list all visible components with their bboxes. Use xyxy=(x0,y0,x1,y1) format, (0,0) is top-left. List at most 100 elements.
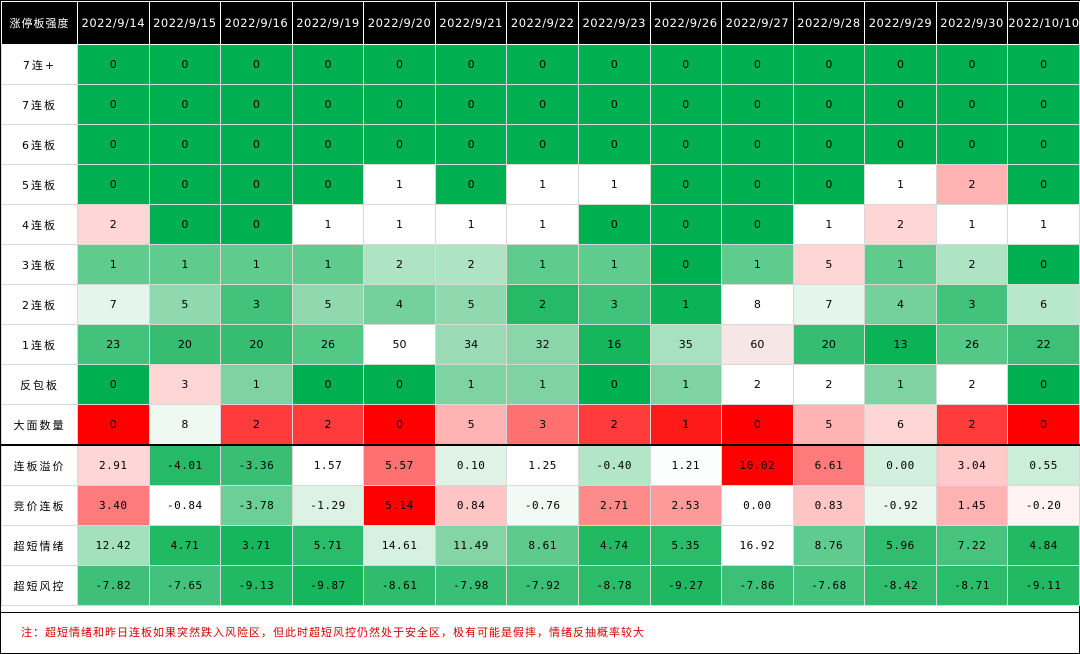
table-cell: 0 xyxy=(935,124,1009,165)
table-cell: 0 xyxy=(792,164,866,205)
table-cell: -9.87 xyxy=(291,565,365,606)
table-cell: -8.42 xyxy=(864,565,937,606)
table-cell: 4 xyxy=(363,284,436,325)
table-cell: 0 xyxy=(148,164,222,205)
table-cell: 2 xyxy=(577,404,651,446)
table-cell: 1 xyxy=(363,164,436,205)
table-cell: 1 xyxy=(864,244,937,285)
date-header: 2022/9/23 xyxy=(577,1,651,45)
table-cell: -9.27 xyxy=(649,565,723,606)
table-row: 6连板 0 0 0 0 0 0 0 0 0 0 0 0 0 0 xyxy=(1,124,1080,165)
table-cell: 2 xyxy=(291,404,365,446)
table-cell: -1.29 xyxy=(291,485,365,526)
date-header: 2022/9/20 xyxy=(363,1,436,45)
table-cell: 0 xyxy=(792,44,866,85)
table-cell: 0 xyxy=(864,124,937,165)
table-cell: 0 xyxy=(363,364,436,405)
date-header: 2022/9/28 xyxy=(792,1,866,45)
row-label: 连板溢价 xyxy=(1,444,78,486)
table-cell: 50 xyxy=(363,324,436,365)
table-cell: 1 xyxy=(77,244,150,285)
table-cell: 0 xyxy=(363,44,436,85)
row-label: 6连板 xyxy=(1,124,78,165)
table-cell: 0 xyxy=(721,164,794,205)
table-cell: 32 xyxy=(506,324,579,365)
table-cell: 2 xyxy=(935,364,1009,405)
table-cell: 0 xyxy=(148,124,222,165)
table-cell: 23 xyxy=(77,324,150,365)
table-cell: -4.01 xyxy=(148,444,222,486)
table-cell: 1 xyxy=(220,364,293,405)
table-cell: 0.83 xyxy=(792,485,866,526)
row-label: 1连板 xyxy=(1,324,78,365)
table-cell: 2 xyxy=(434,244,508,285)
footnote: 注：超短情绪和昨日连板如果突然跌入风险区，但此时超短风控仍然处于安全区，极有可能… xyxy=(1,612,1079,653)
table-cell: 3.71 xyxy=(220,525,293,566)
table-cell: 5 xyxy=(434,404,508,446)
limit-up-strength-table: 涨停板强度 2022/9/14 2022/9/15 2022/9/16 2022… xyxy=(1,1,1080,606)
table-cell: 0 xyxy=(291,364,365,405)
row-label: 竞价连板 xyxy=(1,485,78,526)
table-cell: 5 xyxy=(434,284,508,325)
table-cell: 0.00 xyxy=(864,444,937,486)
header-row: 涨停板强度 2022/9/14 2022/9/15 2022/9/16 2022… xyxy=(1,1,1080,45)
table-row: 7连板 0 0 0 0 0 0 0 0 0 0 0 0 0 0 xyxy=(1,84,1080,125)
row-label: 2连板 xyxy=(1,284,78,325)
table-cell: 1 xyxy=(506,204,579,245)
table-cell: 0 xyxy=(721,204,794,245)
table-cell: 0 xyxy=(220,124,293,165)
table-cell: 11.49 xyxy=(434,525,508,566)
table-cell: 8.61 xyxy=(506,525,579,566)
table-cell: 60 xyxy=(721,324,794,365)
table-cell: 6.61 xyxy=(792,444,866,486)
table-cell: 1 xyxy=(434,364,508,405)
table-cell: -8.78 xyxy=(577,565,651,606)
table-cell: 20 xyxy=(792,324,866,365)
table-cell: 35 xyxy=(649,324,723,365)
table-cell: 3 xyxy=(577,284,651,325)
table-cell: -0.92 xyxy=(864,485,937,526)
table-cell: 5.96 xyxy=(864,525,937,566)
table-cell: 0 xyxy=(649,204,723,245)
table-cell: -8.71 xyxy=(935,565,1009,606)
table-cell: -3.78 xyxy=(220,485,293,526)
table-cell: 1 xyxy=(721,244,794,285)
table-cell: 6 xyxy=(1007,284,1080,325)
table-cell: 3 xyxy=(935,284,1009,325)
table-cell: 1 xyxy=(792,204,866,245)
row-label: 3连板 xyxy=(1,244,78,285)
row-label: 7连+ xyxy=(1,44,78,85)
table-cell: 0 xyxy=(1007,404,1080,446)
table-cell: 0 xyxy=(220,204,293,245)
date-header: 2022/9/26 xyxy=(649,1,723,45)
table-cell: 8 xyxy=(148,404,222,446)
table-cell: 7.22 xyxy=(935,525,1009,566)
table-cell: 0 xyxy=(148,44,222,85)
table-cell: 1 xyxy=(864,164,937,205)
table-cell: 7 xyxy=(77,284,150,325)
table-cell: 0 xyxy=(1007,124,1080,165)
table-cell: 0 xyxy=(434,44,508,85)
table-cell: 0 xyxy=(1007,244,1080,285)
table-cell: 0 xyxy=(363,404,436,446)
table-cell: 0 xyxy=(434,84,508,125)
table-row: 超短风控 -7.82 -7.65 -9.13 -9.87 -8.61 -7.98 -7.92-… xyxy=(1,565,1080,606)
table-row: 5连板 0 0 0 0 1 0 1 1 0 0 0 1 2 0 xyxy=(1,164,1080,205)
table-cell: 2 xyxy=(935,404,1009,446)
table-row: 大面数量 0 8 2 2 0 5 3 2 1 0 5 6 2 0 xyxy=(1,404,1080,446)
table-row: 2连板 7 5 3 5 4 5 2 3 1 8 7 4 3 6 xyxy=(1,284,1080,325)
table-cell: 0 xyxy=(577,204,651,245)
table-cell: 2 xyxy=(77,204,150,245)
table-cell: 1 xyxy=(577,244,651,285)
table-cell: 0 xyxy=(506,44,579,85)
table-cell: -7.98 xyxy=(434,565,508,606)
row-label: 反包板 xyxy=(1,364,78,405)
table-cell: 5.71 xyxy=(291,525,365,566)
table-row: 1连板 23 20 20 26 50 34 32 16 35 60 20 13 26 22 xyxy=(1,324,1080,365)
table-cell: 0 xyxy=(649,84,723,125)
table-cell: 3 xyxy=(148,364,222,405)
table-cell: 13 xyxy=(864,324,937,365)
row-label: 5连板 xyxy=(1,164,78,205)
table-cell: 1 xyxy=(434,204,508,245)
date-header: 2022/9/15 xyxy=(148,1,222,45)
